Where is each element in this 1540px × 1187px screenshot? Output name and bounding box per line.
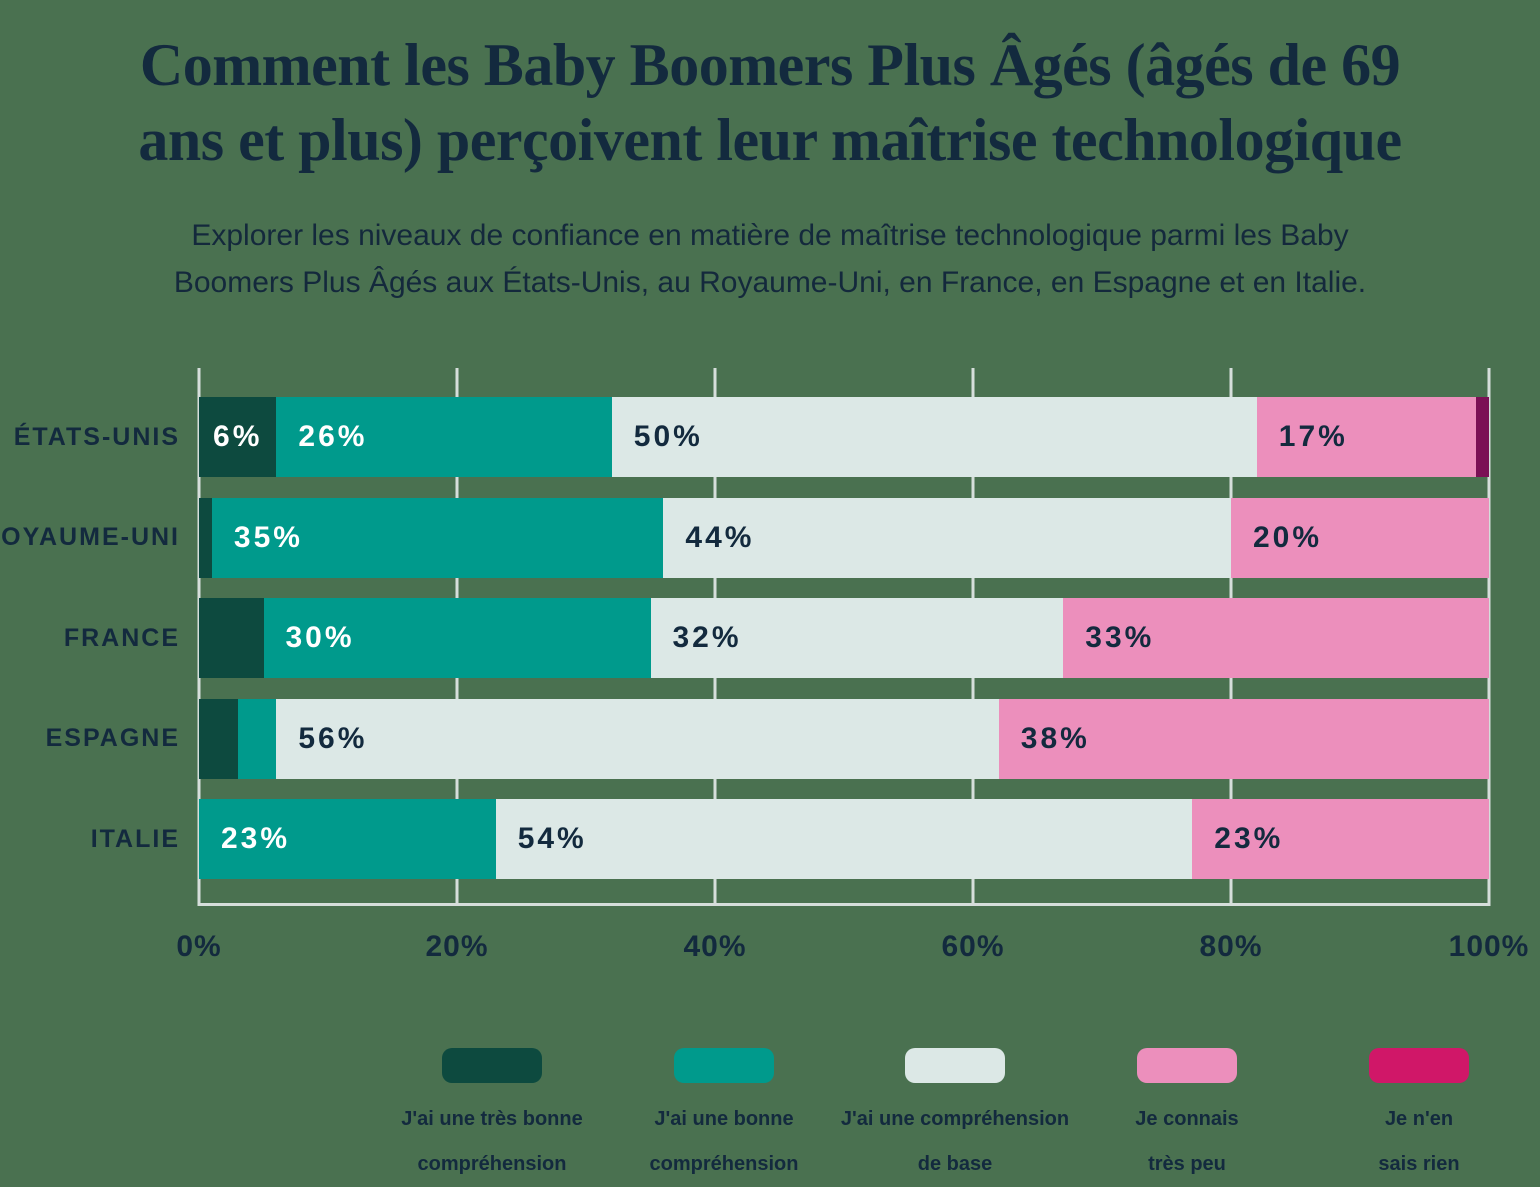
bar-value-label: 32%: [672, 621, 742, 654]
legend-label-line1: J'ai une très bonne: [401, 1108, 583, 1130]
legend-item-little: Je connais très peu: [1057, 1048, 1317, 1187]
bar-segment-basic: 44%: [663, 497, 1231, 578]
legend-label-line1: J'ai une compréhension: [840, 1108, 1070, 1130]
chart-subtitle: Explorer les niveaux de confiance en mat…: [0, 212, 1540, 306]
legend-label-line2: sais rien: [1378, 1153, 1460, 1175]
x-tick-label-20: 20%: [425, 930, 489, 963]
legend-label-line2: compréhension: [649, 1153, 799, 1175]
legend-swatch-little: [1137, 1048, 1237, 1083]
legend-swatch-nothing_legend: [1369, 1048, 1469, 1083]
legend-label-line2: compréhension: [417, 1153, 567, 1175]
legend-label-line2: de base: [917, 1153, 993, 1175]
bar-row-italie: 23% 54% 23%: [199, 799, 1489, 879]
bar-segment-basic: 56%: [276, 698, 999, 779]
legend-item-good: J'ai une bonne compréhension: [594, 1048, 854, 1187]
bar-value-label: 23%: [221, 822, 291, 855]
bar-value-label: 44%: [685, 520, 755, 554]
bar-row-france: 30% 32% 33%: [199, 598, 1489, 678]
bar-value-label: 35%: [233, 520, 303, 554]
bar-value-label: 33%: [1085, 621, 1155, 654]
legend-label-line1: Je n'en: [1384, 1108, 1454, 1130]
x-tick-label-100: 100%: [1448, 930, 1530, 963]
bar-value-label: 50%: [633, 420, 703, 453]
bar-segment-basic: 32%: [650, 598, 1064, 678]
legend-swatch-very_good: [442, 1048, 542, 1083]
chart-title-line2: ans et plus) perçoivent leur maîtrise te…: [138, 107, 1402, 173]
bar-segment-little: 17%: [1256, 397, 1477, 477]
x-tick-label-80: 80%: [1199, 930, 1263, 963]
bar-segment-very_good: 6%: [199, 397, 277, 477]
bar-value-label: 30%: [285, 621, 355, 654]
legend-label-line1: Je connais: [1135, 1108, 1239, 1130]
bar-segment-nothing: [1476, 397, 1489, 477]
legend-item-very_good: J'ai une très bonne compréhension: [362, 1048, 622, 1187]
bar-value-label: 20%: [1252, 520, 1323, 554]
bar-segment-good: 23%: [199, 799, 496, 879]
bar-segment-very_good: [199, 698, 238, 779]
bar-row-espagne: 56% 38%: [199, 698, 1489, 779]
bar-segment-good: 35%: [211, 497, 664, 578]
bar-row-états-unis: 6% 26% 50% 17%: [199, 397, 1489, 477]
gridline-100: [1487, 368, 1491, 906]
legend-item-basic: J'ai une compréhension de base: [825, 1048, 1085, 1187]
bar-segment-good: 26%: [276, 397, 612, 477]
legend-label-line1: J'ai une bonne: [654, 1108, 794, 1130]
legend-label: Je n'en sais rien: [1289, 1097, 1540, 1187]
legend-item-nothing_legend: Je n'en sais rien: [1289, 1048, 1540, 1187]
bar-segment-little: 38%: [998, 698, 1489, 779]
bar-value-label: 6%: [213, 420, 263, 453]
category-label-royaume-uni: ROYAUME-UNI: [0, 523, 180, 551]
category-label-italie: ITALIE: [90, 824, 180, 853]
legend-label: J'ai une compréhension de base: [825, 1097, 1085, 1187]
bar-segment-very_good: [199, 598, 264, 678]
chart-title: Comment les Baby Boomers Plus Âgés (âgés…: [0, 28, 1540, 178]
bar-segment-good: [237, 698, 277, 779]
legend-swatch-good: [674, 1048, 774, 1083]
category-label-france: FRANCE: [63, 623, 180, 652]
bar-segment-little: 23%: [1192, 799, 1489, 879]
bar-segment-little: 33%: [1063, 598, 1489, 678]
x-tick-label-40: 40%: [683, 930, 747, 963]
bar-segment-very_good: [199, 497, 212, 578]
legend-swatch-basic: [905, 1048, 1005, 1083]
chart-title-line1: Comment les Baby Boomers Plus Âgés (âgés…: [139, 32, 1401, 98]
x-axis-baseline: [198, 903, 1490, 906]
plot-area: 6% 26% 50% 17% 35% 44% 20% 30% 32% 33% 56% 38% 23% 54…: [197, 368, 1491, 906]
chart-subtitle-line1: Explorer les niveaux de confiance en mat…: [191, 219, 1349, 252]
bar-segment-little: 20%: [1230, 497, 1489, 578]
bar-segment-good: 30%: [263, 598, 651, 678]
bar-value-label: 38%: [1020, 721, 1090, 755]
legend-label: Je connais très peu: [1057, 1097, 1317, 1187]
bar-value-label: 56%: [298, 721, 368, 755]
x-tick-label-0: 0%: [176, 930, 222, 963]
bar-segment-basic: 54%: [495, 799, 1193, 879]
bar-value-label: 54%: [517, 822, 587, 855]
bar-value-label: 17%: [1278, 420, 1348, 453]
category-label-états-unis: ÉTATS-UNIS: [13, 422, 180, 451]
legend-label: J'ai une bonne compréhension: [594, 1097, 854, 1187]
legend-label: J'ai une très bonne compréhension: [362, 1097, 622, 1187]
bar-segment-basic: 50%: [611, 397, 1257, 477]
category-label-espagne: ESPAGNE: [45, 724, 180, 752]
bar-value-label: 23%: [1214, 822, 1284, 855]
bar-value-label: 26%: [298, 420, 368, 453]
chart-subtitle-line2: Boomers Plus Âgés aux États-Unis, au Roy…: [173, 266, 1367, 299]
x-tick-label-60: 60%: [941, 930, 1005, 963]
legend-label-line2: très peu: [1148, 1153, 1226, 1175]
bar-row-royaume-uni: 35% 44% 20%: [199, 497, 1489, 578]
